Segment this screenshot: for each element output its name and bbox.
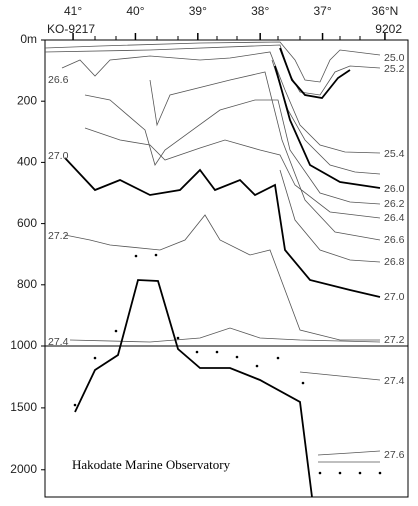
contour-label: 26.6 <box>48 74 69 86</box>
contour-label: 27.4 <box>384 375 405 387</box>
y-tick-label: 1000 <box>10 338 37 352</box>
contour-line <box>44 41 381 83</box>
station-label: 9202 <box>375 22 402 36</box>
contour-label: 26.6 <box>384 234 405 246</box>
contour-line <box>64 157 381 298</box>
x-tick-label: 41° <box>64 4 82 18</box>
contour-label: 27.2 <box>384 334 405 346</box>
station-label: KO-9217 <box>47 22 95 36</box>
contour-label: 27.2 <box>48 230 69 242</box>
contour-line <box>299 371 381 381</box>
sample-dot <box>378 471 382 475</box>
sample-points <box>73 253 382 475</box>
contour-label: 27.0 <box>384 291 405 303</box>
plot-frame <box>44 39 409 498</box>
sample-dot <box>93 356 97 360</box>
y-tick-label: 600 <box>17 216 37 230</box>
sample-dot <box>215 350 219 354</box>
sample-dot <box>235 355 239 359</box>
y-tick-label: 2000 <box>10 462 37 476</box>
x-tick-label: 40° <box>126 4 144 18</box>
contour-label: 26.4 <box>384 212 405 224</box>
contours <box>44 41 408 498</box>
y-tick-label: 400 <box>17 155 37 169</box>
sample-dot <box>338 471 342 475</box>
contour-label: 26.8 <box>384 256 405 268</box>
x-tick-label: 38° <box>251 4 269 18</box>
contour-label: 26.0 <box>384 183 405 195</box>
contour-label: 25.4 <box>384 148 405 160</box>
contour-line <box>84 127 381 219</box>
sample-dot <box>154 253 158 257</box>
sample-dot <box>134 254 138 258</box>
sample-dot <box>73 403 77 407</box>
contour-line <box>64 214 380 341</box>
contour-label: 25.0 <box>384 52 405 64</box>
station-ticks <box>94 36 361 40</box>
sample-dot <box>276 356 280 360</box>
x-tick-label: 39° <box>189 4 207 18</box>
sample-dot <box>114 329 118 333</box>
y-tick-label: 0m <box>20 32 37 46</box>
contour-label: 26.2 <box>384 198 405 210</box>
contour-line <box>44 44 381 96</box>
contour-label: 27.4 <box>48 336 69 348</box>
sample-dot <box>358 471 362 475</box>
contour-label: 27.0 <box>48 150 69 162</box>
sample-dot <box>255 364 259 368</box>
y-tick-label: 200 <box>17 93 37 107</box>
contour-line <box>69 327 381 343</box>
sample-dot <box>176 336 180 340</box>
contour-line <box>274 65 381 189</box>
contour-line <box>317 450 381 456</box>
contour-line <box>279 169 381 263</box>
bottom-topography <box>74 279 313 498</box>
contour-line <box>84 94 381 205</box>
contour-line <box>149 71 381 241</box>
x-tick-label: 36°N <box>372 4 399 18</box>
contour-line <box>279 47 351 99</box>
sample-dot <box>318 471 322 475</box>
contour-label: 25.2 <box>384 63 405 75</box>
contour-label: 27.6 <box>384 449 405 461</box>
contour-line <box>61 51 381 154</box>
x-tick-label: 37° <box>313 4 331 18</box>
y-tick-label: 1500 <box>10 400 37 414</box>
sample-dot <box>195 350 199 354</box>
sample-dot <box>301 381 305 385</box>
annotation: Hakodate Marine Observatory <box>72 457 231 472</box>
y-tick-label: 800 <box>17 277 37 291</box>
